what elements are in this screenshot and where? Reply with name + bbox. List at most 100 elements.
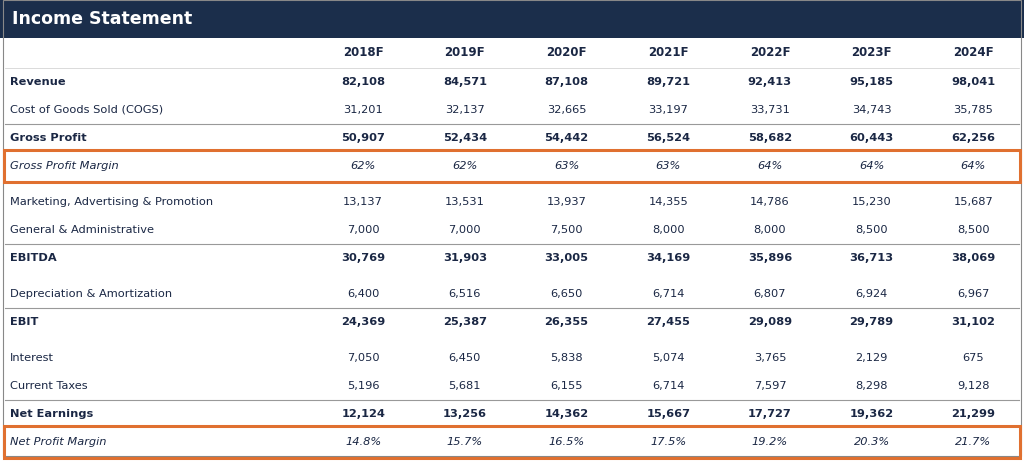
Text: 52,434: 52,434 xyxy=(442,133,486,143)
Text: 675: 675 xyxy=(963,353,984,363)
Text: 8,500: 8,500 xyxy=(957,225,989,235)
Text: 15,667: 15,667 xyxy=(646,409,690,419)
Text: 2021F: 2021F xyxy=(648,46,688,60)
Text: 62%: 62% xyxy=(453,161,477,171)
Text: 62%: 62% xyxy=(350,161,376,171)
Text: 50,907: 50,907 xyxy=(341,133,385,143)
Text: 14.8%: 14.8% xyxy=(345,437,381,447)
Text: 7,500: 7,500 xyxy=(550,225,583,235)
Text: 6,967: 6,967 xyxy=(957,289,989,299)
Text: 2018F: 2018F xyxy=(343,46,383,60)
Text: 62,256: 62,256 xyxy=(951,133,995,143)
Text: 92,413: 92,413 xyxy=(748,77,792,87)
Text: 35,896: 35,896 xyxy=(748,253,792,263)
Text: 7,000: 7,000 xyxy=(347,225,380,235)
Text: 19,362: 19,362 xyxy=(850,409,894,419)
Text: 8,298: 8,298 xyxy=(855,381,888,391)
Text: 19.2%: 19.2% xyxy=(752,437,787,447)
Text: 6,155: 6,155 xyxy=(550,381,583,391)
Text: 36,713: 36,713 xyxy=(850,253,894,263)
Text: 17,727: 17,727 xyxy=(748,409,792,419)
Text: 16.5%: 16.5% xyxy=(549,437,585,447)
Text: 2020F: 2020F xyxy=(546,46,587,60)
Text: 56,524: 56,524 xyxy=(646,133,690,143)
Text: 31,102: 31,102 xyxy=(951,317,995,327)
Text: 33,731: 33,731 xyxy=(750,105,790,115)
Text: 13,256: 13,256 xyxy=(442,409,486,419)
Text: 6,516: 6,516 xyxy=(449,289,481,299)
Text: 5,838: 5,838 xyxy=(550,353,583,363)
Text: 20.3%: 20.3% xyxy=(854,437,890,447)
Text: 98,041: 98,041 xyxy=(951,77,995,87)
Text: 87,108: 87,108 xyxy=(545,77,589,87)
Text: 5,681: 5,681 xyxy=(449,381,481,391)
Text: 6,807: 6,807 xyxy=(754,289,786,299)
FancyBboxPatch shape xyxy=(0,0,1024,38)
Text: 29,089: 29,089 xyxy=(748,317,792,327)
Text: 25,387: 25,387 xyxy=(442,317,486,327)
Text: 17.5%: 17.5% xyxy=(650,437,686,447)
Text: Current Taxes: Current Taxes xyxy=(10,381,88,391)
Text: Income Statement: Income Statement xyxy=(12,10,193,28)
Text: 35,785: 35,785 xyxy=(953,105,993,115)
Text: 15,687: 15,687 xyxy=(953,197,993,207)
Text: 64%: 64% xyxy=(961,161,986,171)
Text: 33,005: 33,005 xyxy=(545,253,589,263)
Text: 2024F: 2024F xyxy=(953,46,993,60)
Text: 63%: 63% xyxy=(554,161,580,171)
Text: 64%: 64% xyxy=(758,161,782,171)
Text: 21.7%: 21.7% xyxy=(955,437,991,447)
Text: 6,714: 6,714 xyxy=(652,289,684,299)
Text: 82,108: 82,108 xyxy=(341,77,385,87)
Text: 58,682: 58,682 xyxy=(748,133,792,143)
Text: 27,455: 27,455 xyxy=(646,317,690,327)
Text: 2022F: 2022F xyxy=(750,46,791,60)
Text: 26,355: 26,355 xyxy=(545,317,589,327)
Text: 8,000: 8,000 xyxy=(652,225,684,235)
Text: 21,299: 21,299 xyxy=(951,409,995,419)
Text: General & Administrative: General & Administrative xyxy=(10,225,155,235)
Text: 63%: 63% xyxy=(655,161,681,171)
Text: 15.7%: 15.7% xyxy=(446,437,483,447)
Text: 54,442: 54,442 xyxy=(545,133,589,143)
Text: Gross Profit Margin: Gross Profit Margin xyxy=(10,161,119,171)
Text: 2,129: 2,129 xyxy=(855,353,888,363)
Text: 32,665: 32,665 xyxy=(547,105,587,115)
Text: 7,050: 7,050 xyxy=(347,353,380,363)
Text: 64%: 64% xyxy=(859,161,884,171)
Text: 5,074: 5,074 xyxy=(652,353,684,363)
Text: 30,769: 30,769 xyxy=(341,253,385,263)
Text: 8,500: 8,500 xyxy=(855,225,888,235)
Text: 60,443: 60,443 xyxy=(850,133,894,143)
Text: EBIT: EBIT xyxy=(10,317,39,327)
Text: 14,786: 14,786 xyxy=(751,197,790,207)
Text: 31,903: 31,903 xyxy=(442,253,486,263)
Text: Revenue: Revenue xyxy=(10,77,66,87)
Text: 6,450: 6,450 xyxy=(449,353,481,363)
Text: 3,765: 3,765 xyxy=(754,353,786,363)
Text: 13,937: 13,937 xyxy=(547,197,587,207)
Text: Cost of Goods Sold (COGS): Cost of Goods Sold (COGS) xyxy=(10,105,164,115)
Text: 12,124: 12,124 xyxy=(341,409,385,419)
Text: Marketing, Advertising & Promotion: Marketing, Advertising & Promotion xyxy=(10,197,213,207)
Text: 6,714: 6,714 xyxy=(652,381,684,391)
Text: 9,128: 9,128 xyxy=(957,381,989,391)
Text: 14,355: 14,355 xyxy=(648,197,688,207)
Text: Gross Profit: Gross Profit xyxy=(10,133,87,143)
Text: 6,400: 6,400 xyxy=(347,289,379,299)
Text: 15,230: 15,230 xyxy=(852,197,892,207)
Text: 7,000: 7,000 xyxy=(449,225,481,235)
Text: Interest: Interest xyxy=(10,353,54,363)
Text: 33,197: 33,197 xyxy=(648,105,688,115)
Text: 6,650: 6,650 xyxy=(550,289,583,299)
Text: 13,531: 13,531 xyxy=(444,197,484,207)
Text: 34,743: 34,743 xyxy=(852,105,891,115)
Text: 84,571: 84,571 xyxy=(442,77,486,87)
Text: 2019F: 2019F xyxy=(444,46,485,60)
Text: 7,597: 7,597 xyxy=(754,381,786,391)
Text: Net Earnings: Net Earnings xyxy=(10,409,93,419)
Text: 24,369: 24,369 xyxy=(341,317,385,327)
Text: 13,137: 13,137 xyxy=(343,197,383,207)
Text: 34,169: 34,169 xyxy=(646,253,690,263)
Text: Net Profit Margin: Net Profit Margin xyxy=(10,437,106,447)
